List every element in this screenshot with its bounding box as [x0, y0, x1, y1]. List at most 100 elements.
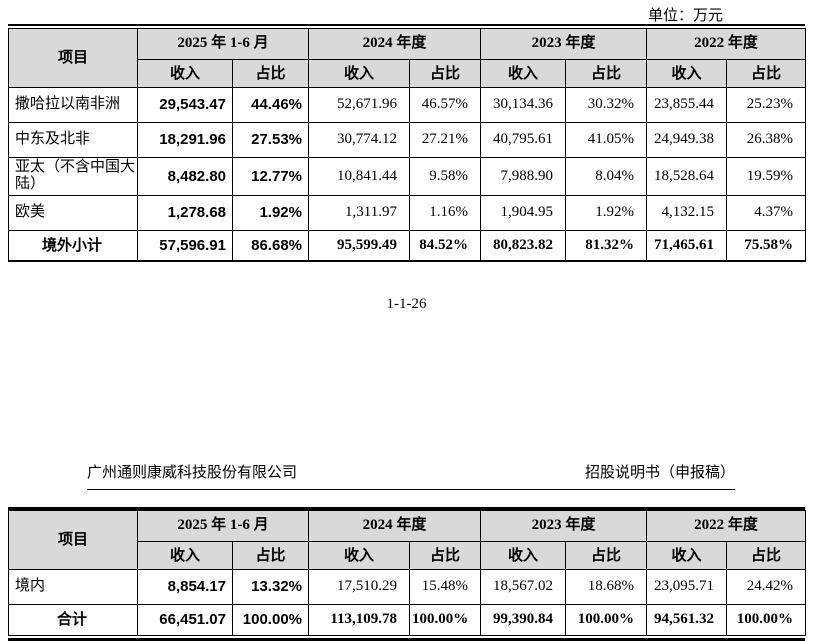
region-label: 亚太（不含中国大陆）: [8, 157, 138, 196]
subheader-ratio-2024: 占比: [408, 541, 482, 570]
income-2023-cell: 80,823.82: [480, 229, 567, 262]
income-2025-cell: 1,278.68: [137, 194, 233, 231]
row-asia-pacific: 亚太（不含中国大陆） 8,482.80 12.77% 10,841.44 9.5…: [8, 157, 807, 196]
income-2023-cell: 40,795.61: [480, 122, 567, 158]
ratio-2023-cell: 30.32%: [565, 87, 648, 123]
ratio-2025-cell: 27.53%: [232, 122, 309, 158]
subheader-income-2023: 收入: [480, 59, 567, 88]
ratio-2022-cell: 26.38%: [726, 122, 807, 158]
ratio-2024-cell: 9.58%: [408, 157, 482, 196]
income-2024-cell: 52,671.96: [308, 87, 410, 123]
ratio-2025-cell: 100.00%: [232, 604, 309, 636]
row-sub-saharan-africa: 撒哈拉以南非洲 29,543.47 44.46% 52,671.96 46.57…: [8, 87, 807, 123]
document-type: 招股说明书（申报稿）: [584, 465, 735, 481]
subheader-ratio-2025: 占比: [232, 59, 309, 88]
ratio-2022-cell: 19.59%: [726, 157, 807, 196]
ratio-2025-cell: 13.32%: [232, 569, 309, 605]
income-2024-cell: 95,599.49: [308, 229, 410, 262]
subheader-ratio-2024: 占比: [408, 59, 482, 88]
subheader-income-2022: 收入: [646, 541, 728, 570]
region-label: 境外小计: [8, 229, 138, 262]
ratio-2023-cell: 100.00%: [565, 604, 648, 636]
ratio-2023-cell: 1.92%: [565, 194, 648, 231]
unit-label: 单位：万元: [647, 8, 723, 24]
page-number: 1-1-26: [386, 296, 427, 312]
domestic-revenue-table: 项目 2025 年 1-6 月 2024 年度 2023 年度 2022 年度 …: [8, 507, 807, 641]
column-header-period-2022: 2022 年度: [646, 28, 807, 60]
row-middle-east-north-africa: 中东及北非 18,291.96 27.53% 30,774.12 27.21% …: [8, 122, 807, 158]
row-overseas-subtotal: 境外小计 57,596.91 86.68% 95,599.49 84.52% 8…: [8, 229, 807, 262]
subheader-income-2023: 收入: [480, 541, 567, 570]
income-2022-cell: 18,528.64: [646, 157, 728, 196]
ratio-2022-cell: 100.00%: [726, 604, 807, 636]
ratio-2024-cell: 84.52%: [408, 229, 482, 262]
income-2024-cell: 113,109.78: [308, 604, 410, 636]
region-label: 合计: [8, 604, 138, 636]
income-2025-cell: 8,854.17: [137, 569, 233, 605]
ratio-2024-cell: 27.21%: [408, 122, 482, 158]
income-2025-cell: 66,451.07: [137, 604, 233, 636]
ratio-2022-cell: 4.37%: [726, 194, 807, 231]
subheader-ratio-2023: 占比: [565, 59, 648, 88]
column-header-period-2022: 2022 年度: [646, 510, 807, 542]
column-header-period-2024: 2024 年度: [307, 28, 482, 60]
income-2022-cell: 24,949.38: [646, 122, 728, 158]
income-2023-cell: 7,988.90: [480, 157, 567, 196]
ratio-2022-cell: 24.42%: [726, 569, 807, 605]
subheader-income-2022: 收入: [646, 59, 728, 88]
subheader-income-2024: 收入: [308, 59, 410, 88]
ratio-2025-cell: 12.77%: [232, 157, 309, 196]
subheader-ratio-2023: 占比: [565, 541, 648, 570]
income-2025-cell: 8,482.80: [137, 157, 233, 196]
income-2022-cell: 71,465.61: [646, 229, 728, 262]
income-2024-cell: 10,841.44: [308, 157, 410, 196]
column-header-item: 项目: [8, 28, 138, 88]
company-name: 广州通则康威科技股份有限公司: [87, 465, 298, 481]
income-2025-cell: 57,596.91: [137, 229, 233, 262]
column-header-period-2024: 2024 年度: [307, 510, 482, 542]
subheader-income-2024: 收入: [308, 541, 410, 570]
region-label: 欧美: [8, 194, 138, 231]
ratio-2025-cell: 1.92%: [232, 194, 309, 231]
income-2023-cell: 18,567.02: [480, 569, 567, 605]
income-2025-cell: 29,543.47: [137, 87, 233, 123]
ratio-2023-cell: 81.32%: [565, 229, 648, 262]
subheader-ratio-2025: 占比: [232, 541, 309, 570]
ratio-2022-cell: 75.58%: [726, 229, 807, 262]
income-2022-cell: 94,561.32: [646, 604, 728, 636]
income-2022-cell: 23,855.44: [646, 87, 728, 123]
column-header-period-2025h1: 2025 年 1-6 月: [137, 510, 309, 542]
subheader-income-2025: 收入: [137, 59, 233, 88]
column-header-period-2023: 2023 年度: [480, 510, 648, 542]
ratio-2023-cell: 18.68%: [565, 569, 648, 605]
subheader-ratio-2022: 占比: [726, 59, 807, 88]
region-label: 撒哈拉以南非洲: [8, 87, 138, 123]
income-2022-cell: 4,132.15: [646, 194, 728, 231]
ratio-2025-cell: 86.68%: [232, 229, 309, 262]
income-2023-cell: 99,390.84: [480, 604, 567, 636]
income-2024-cell: 30,774.12: [308, 122, 410, 158]
subheader-income-2025: 收入: [137, 541, 233, 570]
income-2022-cell: 23,095.71: [646, 569, 728, 605]
ratio-2025-cell: 44.46%: [232, 87, 309, 123]
income-2024-cell: 1,311.97: [308, 194, 410, 231]
ratio-2024-cell: 46.57%: [408, 87, 482, 123]
page-header: 广州通则康威科技股份有限公司 招股说明书（申报稿）: [87, 461, 735, 490]
ratio-2024-cell: 1.16%: [408, 194, 482, 231]
income-2024-cell: 17,510.29: [308, 569, 410, 605]
income-2025-cell: 18,291.96: [137, 122, 233, 158]
income-2023-cell: 1,904.95: [480, 194, 567, 231]
column-header-item: 项目: [8, 510, 138, 570]
income-2023-cell: 30,134.36: [480, 87, 567, 123]
ratio-2024-cell: 15.48%: [408, 569, 482, 605]
row-domestic: 境内 8,854.17 13.32% 17,510.29 15.48% 18,5…: [8, 569, 807, 605]
column-header-period-2025h1: 2025 年 1-6 月: [137, 28, 309, 60]
ratio-2024-cell: 100.00%: [408, 604, 482, 636]
region-label: 中东及北非: [8, 122, 138, 158]
overseas-revenue-table: 项目 2025 年 1-6 月 2024 年度 2023 年度 2022 年度 …: [8, 24, 807, 262]
column-header-period-2023: 2023 年度: [480, 28, 648, 60]
row-grand-total: 合计 66,451.07 100.00% 113,109.78 100.00% …: [8, 604, 807, 636]
row-europe-america: 欧美 1,278.68 1.92% 1,311.97 1.16% 1,904.9…: [8, 194, 807, 231]
subheader-ratio-2022: 占比: [726, 541, 807, 570]
ratio-2023-cell: 41.05%: [565, 122, 648, 158]
